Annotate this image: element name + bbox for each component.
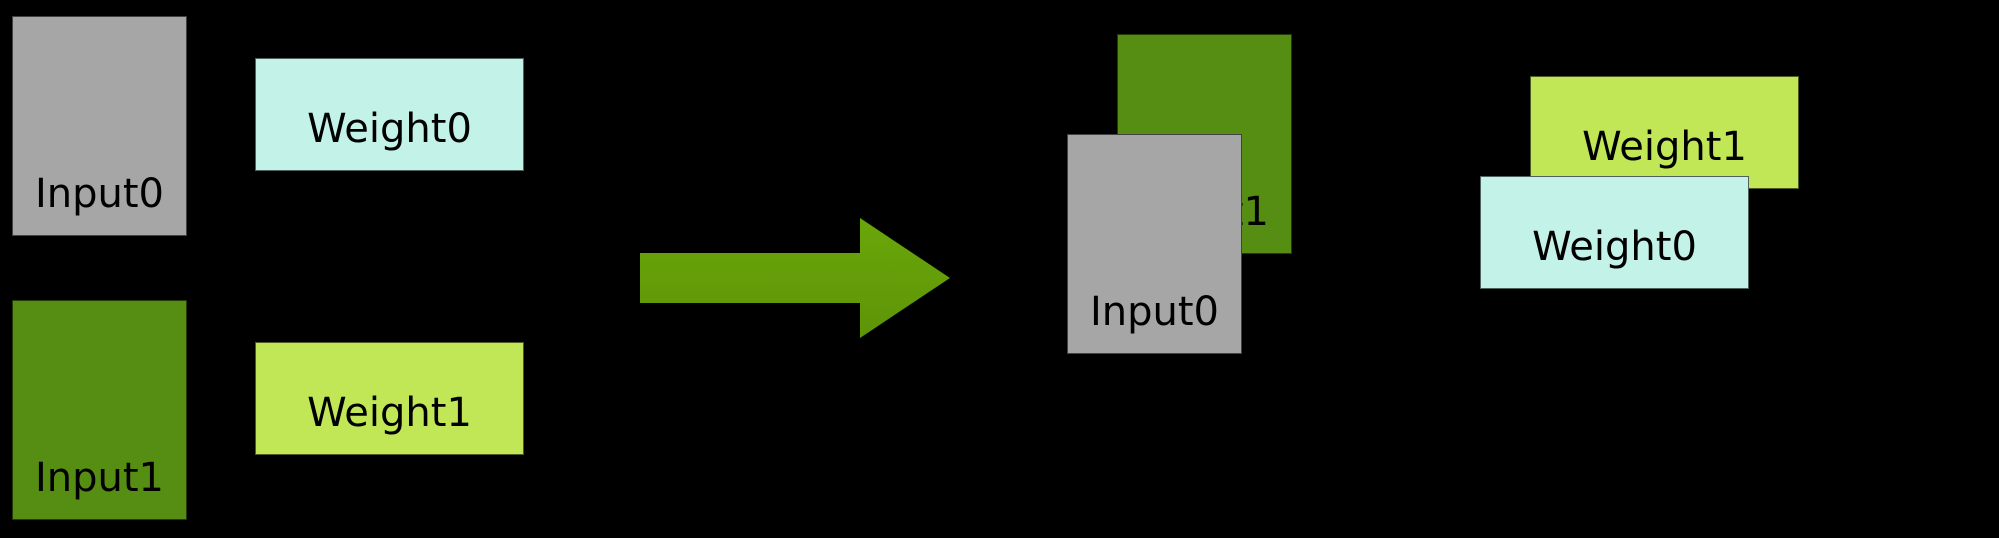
w1-r: Weight1 bbox=[1530, 76, 1799, 189]
w1-l-label: Weight1 bbox=[307, 390, 472, 436]
w0-l: Weight0 bbox=[255, 58, 524, 171]
in1-l: Input1 bbox=[12, 300, 187, 520]
w0-l-label: Weight0 bbox=[307, 106, 472, 152]
transform-arrow bbox=[640, 218, 950, 338]
in0-r: Input0 bbox=[1067, 134, 1242, 354]
in1-l-label: Input1 bbox=[35, 455, 164, 501]
w1-l: Weight1 bbox=[255, 342, 524, 455]
w0-r: Weight0 bbox=[1480, 176, 1749, 289]
in0-l: Input0 bbox=[12, 16, 187, 236]
w0-r-label: Weight0 bbox=[1532, 224, 1697, 270]
w1-r-label: Weight1 bbox=[1582, 124, 1747, 170]
in0-l-label: Input0 bbox=[35, 171, 164, 217]
in0-r-label: Input0 bbox=[1090, 289, 1219, 335]
